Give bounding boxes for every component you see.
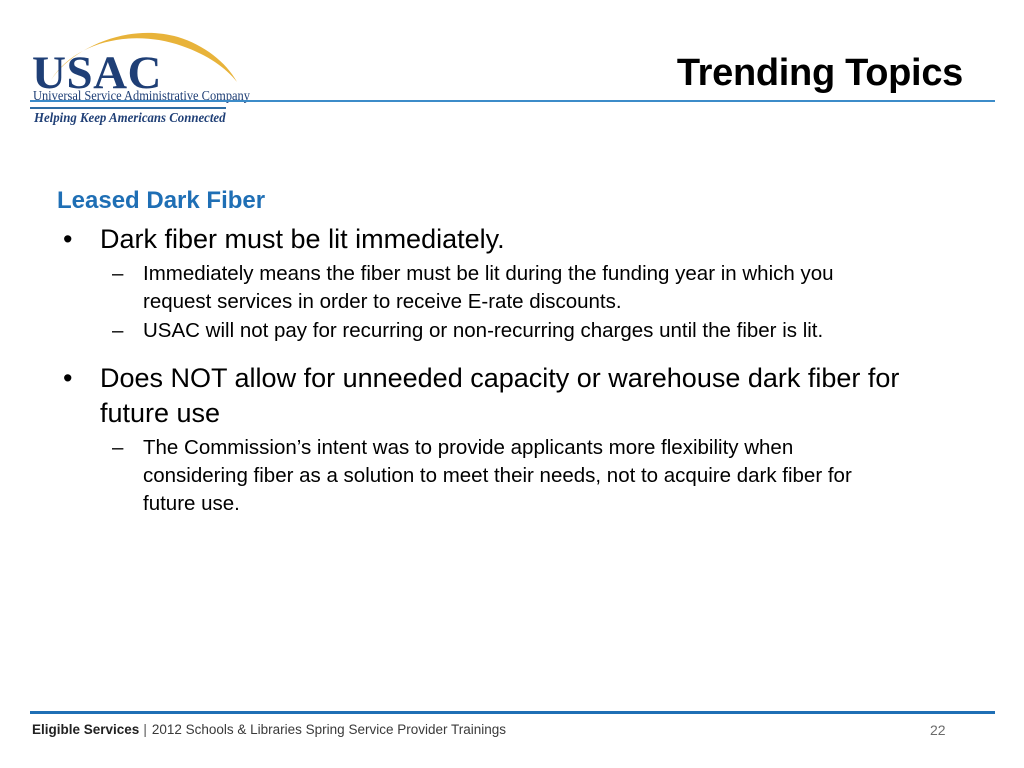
footer-text: Eligible Services | 2012 Schools & Librari… bbox=[32, 722, 506, 737]
footer-separator: | bbox=[143, 722, 147, 737]
usac-logo: USAC Universal Service Administrative Co… bbox=[30, 32, 260, 132]
sub-bullet-list: – The Commission’s intent was to provide… bbox=[100, 434, 964, 518]
section-heading: Leased Dark Fiber bbox=[57, 187, 266, 214]
footer-divider bbox=[30, 711, 995, 714]
header-divider bbox=[30, 100, 995, 102]
list-item: – Immediately means the fiber must be li… bbox=[100, 260, 964, 316]
footer-description: 2012 Schools & Libraries Spring Service … bbox=[151, 722, 507, 737]
sub-bullet-text: The Commission’s intent was to provide a… bbox=[143, 436, 852, 516]
logo-subtitle: Universal Service Administrative Company bbox=[33, 88, 250, 103]
logo-arc-icon bbox=[51, 32, 237, 82]
sub-bullet-text: Immediately means the fiber must be lit … bbox=[143, 261, 834, 313]
sub-bullet-text: USAC will not pay for recurring or non-r… bbox=[143, 318, 824, 342]
footer-label: Eligible Services bbox=[32, 722, 140, 737]
bullet-marker: • bbox=[63, 224, 73, 254]
slide-body: Leased Dark Fiber • Dark fiber must be l… bbox=[0, 186, 1024, 522]
bullet-marker: • bbox=[63, 362, 73, 393]
sub-bullet-marker: – bbox=[112, 436, 124, 460]
sub-bullet-marker: – bbox=[112, 261, 124, 285]
sub-bullet-marker: – bbox=[112, 318, 124, 342]
list-item: • Dark fiber must be lit immediately. – … bbox=[0, 222, 1024, 345]
list-item: • Does NOT allow for unneeded capacity o… bbox=[0, 361, 1024, 518]
bullet-list: • Dark fiber must be lit immediately. – … bbox=[0, 222, 1024, 518]
list-item: – The Commission’s intent was to provide… bbox=[100, 434, 964, 518]
list-item: – USAC will not pay for recurring or non… bbox=[100, 317, 964, 345]
bullet-text: Dark fiber must be lit immediately. bbox=[100, 224, 505, 254]
sub-bullet-list: – Immediately means the fiber must be li… bbox=[100, 260, 964, 345]
page-title: Trending Topics bbox=[676, 52, 963, 94]
spacer bbox=[0, 349, 1024, 361]
bullet-text: Does NOT allow for unneeded capacity or … bbox=[100, 362, 900, 429]
logo-tagline: Helping Keep Americans Connected bbox=[34, 110, 226, 125]
logo-divider bbox=[30, 107, 226, 109]
page-number: 22 bbox=[930, 722, 946, 738]
logo-wordmark: USAC bbox=[32, 47, 162, 99]
